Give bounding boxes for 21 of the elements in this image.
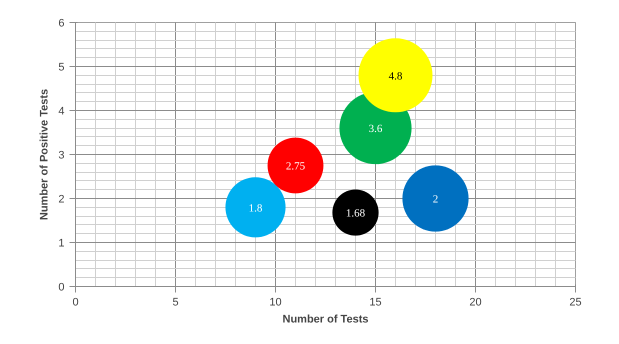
x-tick-label: 15 bbox=[369, 296, 382, 308]
x-tick-label: 0 bbox=[72, 296, 79, 308]
data-label: 3.6 bbox=[368, 123, 383, 136]
x-axis-title: Number of Tests bbox=[282, 314, 368, 326]
x-tick-label: 10 bbox=[269, 296, 282, 308]
x-tick-label: 5 bbox=[172, 296, 179, 308]
y-tick-label: 0 bbox=[58, 282, 65, 294]
y-tick-label: 2 bbox=[58, 194, 65, 206]
y-tick-label: 4 bbox=[58, 106, 65, 118]
data-label: 1.8 bbox=[248, 202, 263, 214]
data-label: 4.8 bbox=[388, 70, 403, 82]
y-axis-title: Number of Positive Tests bbox=[38, 88, 50, 220]
data-label: 1.68 bbox=[346, 208, 366, 220]
data-label: 2.75 bbox=[286, 160, 306, 172]
y-tick-label: 6 bbox=[58, 18, 65, 30]
y-tick-label: 5 bbox=[58, 62, 65, 74]
y-tick-label: 3 bbox=[58, 150, 65, 162]
x-tick-label: 20 bbox=[469, 296, 482, 308]
y-tick-label: 1 bbox=[58, 238, 65, 250]
x-tick-label: 25 bbox=[569, 296, 582, 308]
data-label: 2 bbox=[432, 194, 438, 206]
